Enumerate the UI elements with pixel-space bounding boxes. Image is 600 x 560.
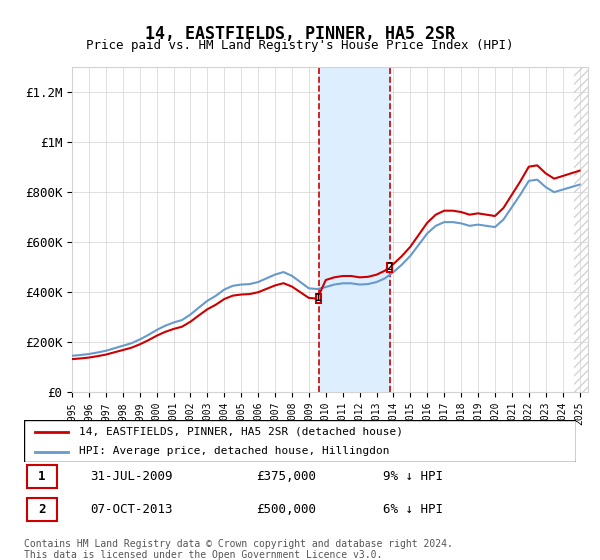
Text: Price paid vs. HM Land Registry's House Price Index (HPI): Price paid vs. HM Land Registry's House … xyxy=(86,39,514,52)
Text: 2: 2 xyxy=(38,503,46,516)
FancyBboxPatch shape xyxy=(27,498,57,521)
Text: 31-JUL-2009: 31-JUL-2009 xyxy=(90,470,173,483)
Text: 6% ↓ HPI: 6% ↓ HPI xyxy=(383,503,443,516)
Text: 1: 1 xyxy=(315,293,322,304)
Bar xyxy=(574,67,588,392)
Text: Contains HM Land Registry data © Crown copyright and database right 2024.
This d: Contains HM Land Registry data © Crown c… xyxy=(24,539,453,560)
Text: 07-OCT-2013: 07-OCT-2013 xyxy=(90,503,173,516)
Text: HPI: Average price, detached house, Hillingdon: HPI: Average price, detached house, Hill… xyxy=(79,446,390,456)
Text: 9% ↓ HPI: 9% ↓ HPI xyxy=(383,470,443,483)
Text: 1: 1 xyxy=(38,470,46,483)
Text: 14, EASTFIELDS, PINNER, HA5 2SR: 14, EASTFIELDS, PINNER, HA5 2SR xyxy=(145,25,455,43)
Text: £375,000: £375,000 xyxy=(256,470,316,483)
Text: 14, EASTFIELDS, PINNER, HA5 2SR (detached house): 14, EASTFIELDS, PINNER, HA5 2SR (detache… xyxy=(79,427,403,437)
Text: 2: 2 xyxy=(386,262,393,272)
Bar xyxy=(319,67,389,392)
FancyBboxPatch shape xyxy=(387,263,392,272)
FancyBboxPatch shape xyxy=(316,294,321,303)
FancyBboxPatch shape xyxy=(24,420,576,462)
Text: £500,000: £500,000 xyxy=(256,503,316,516)
FancyBboxPatch shape xyxy=(27,465,57,488)
